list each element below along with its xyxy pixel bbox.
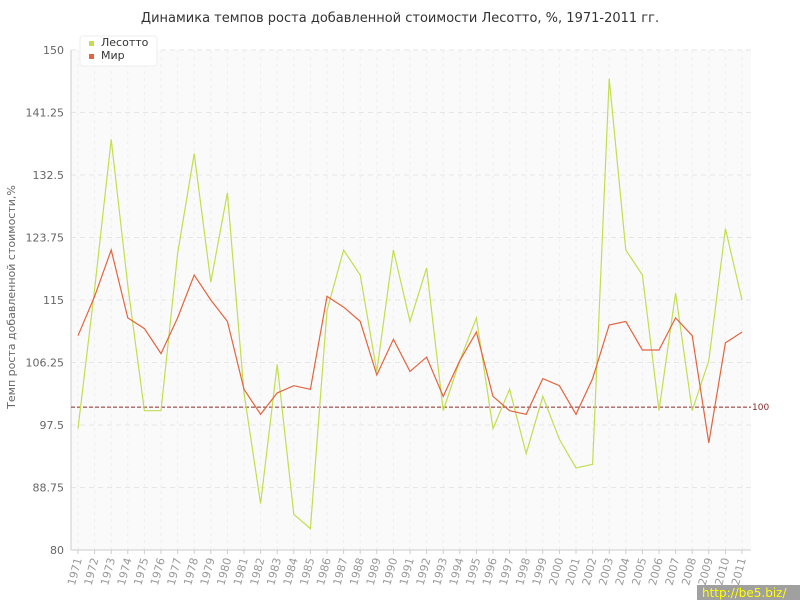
series-line-world [77, 247, 743, 443]
legend-swatch [89, 41, 94, 46]
y-tick-label: 150 [43, 44, 64, 57]
y-tick-label: 88.75 [33, 482, 65, 495]
watermark-background [697, 585, 800, 600]
reference-line-label: 100 [752, 403, 769, 413]
y-tick-label: 132.5 [33, 169, 65, 182]
y-tick-label: 106.25 [26, 357, 65, 370]
legend-box [79, 35, 158, 67]
watermark[interactable]: http://be5.biz/ [702, 586, 787, 600]
chart-title: Динамика темпов роста добавленной стоимо… [141, 11, 659, 26]
y-axis-label: Темп роста добавленной стоимости,% [5, 185, 18, 410]
y-tick-label: 97.5 [40, 419, 65, 432]
y-tick-label: 141.25 [26, 107, 65, 120]
legend-label: Мир [101, 49, 125, 62]
legend-swatch [89, 54, 94, 59]
axes [70, 50, 751, 551]
reference-line-group: 100 [71, 403, 769, 413]
series-lines [77, 78, 743, 530]
y-tick-label: 115 [43, 294, 64, 307]
y-tick-label: 123.75 [26, 232, 65, 245]
y-axis-ticks: 80 88.75 97.5 106.25 115 123.75 132.5 141.25 150 [26, 44, 65, 557]
legend-label: Лесотто [101, 36, 149, 49]
series-line-lesotho [77, 78, 743, 530]
y-tick-label: 80 [50, 544, 64, 557]
